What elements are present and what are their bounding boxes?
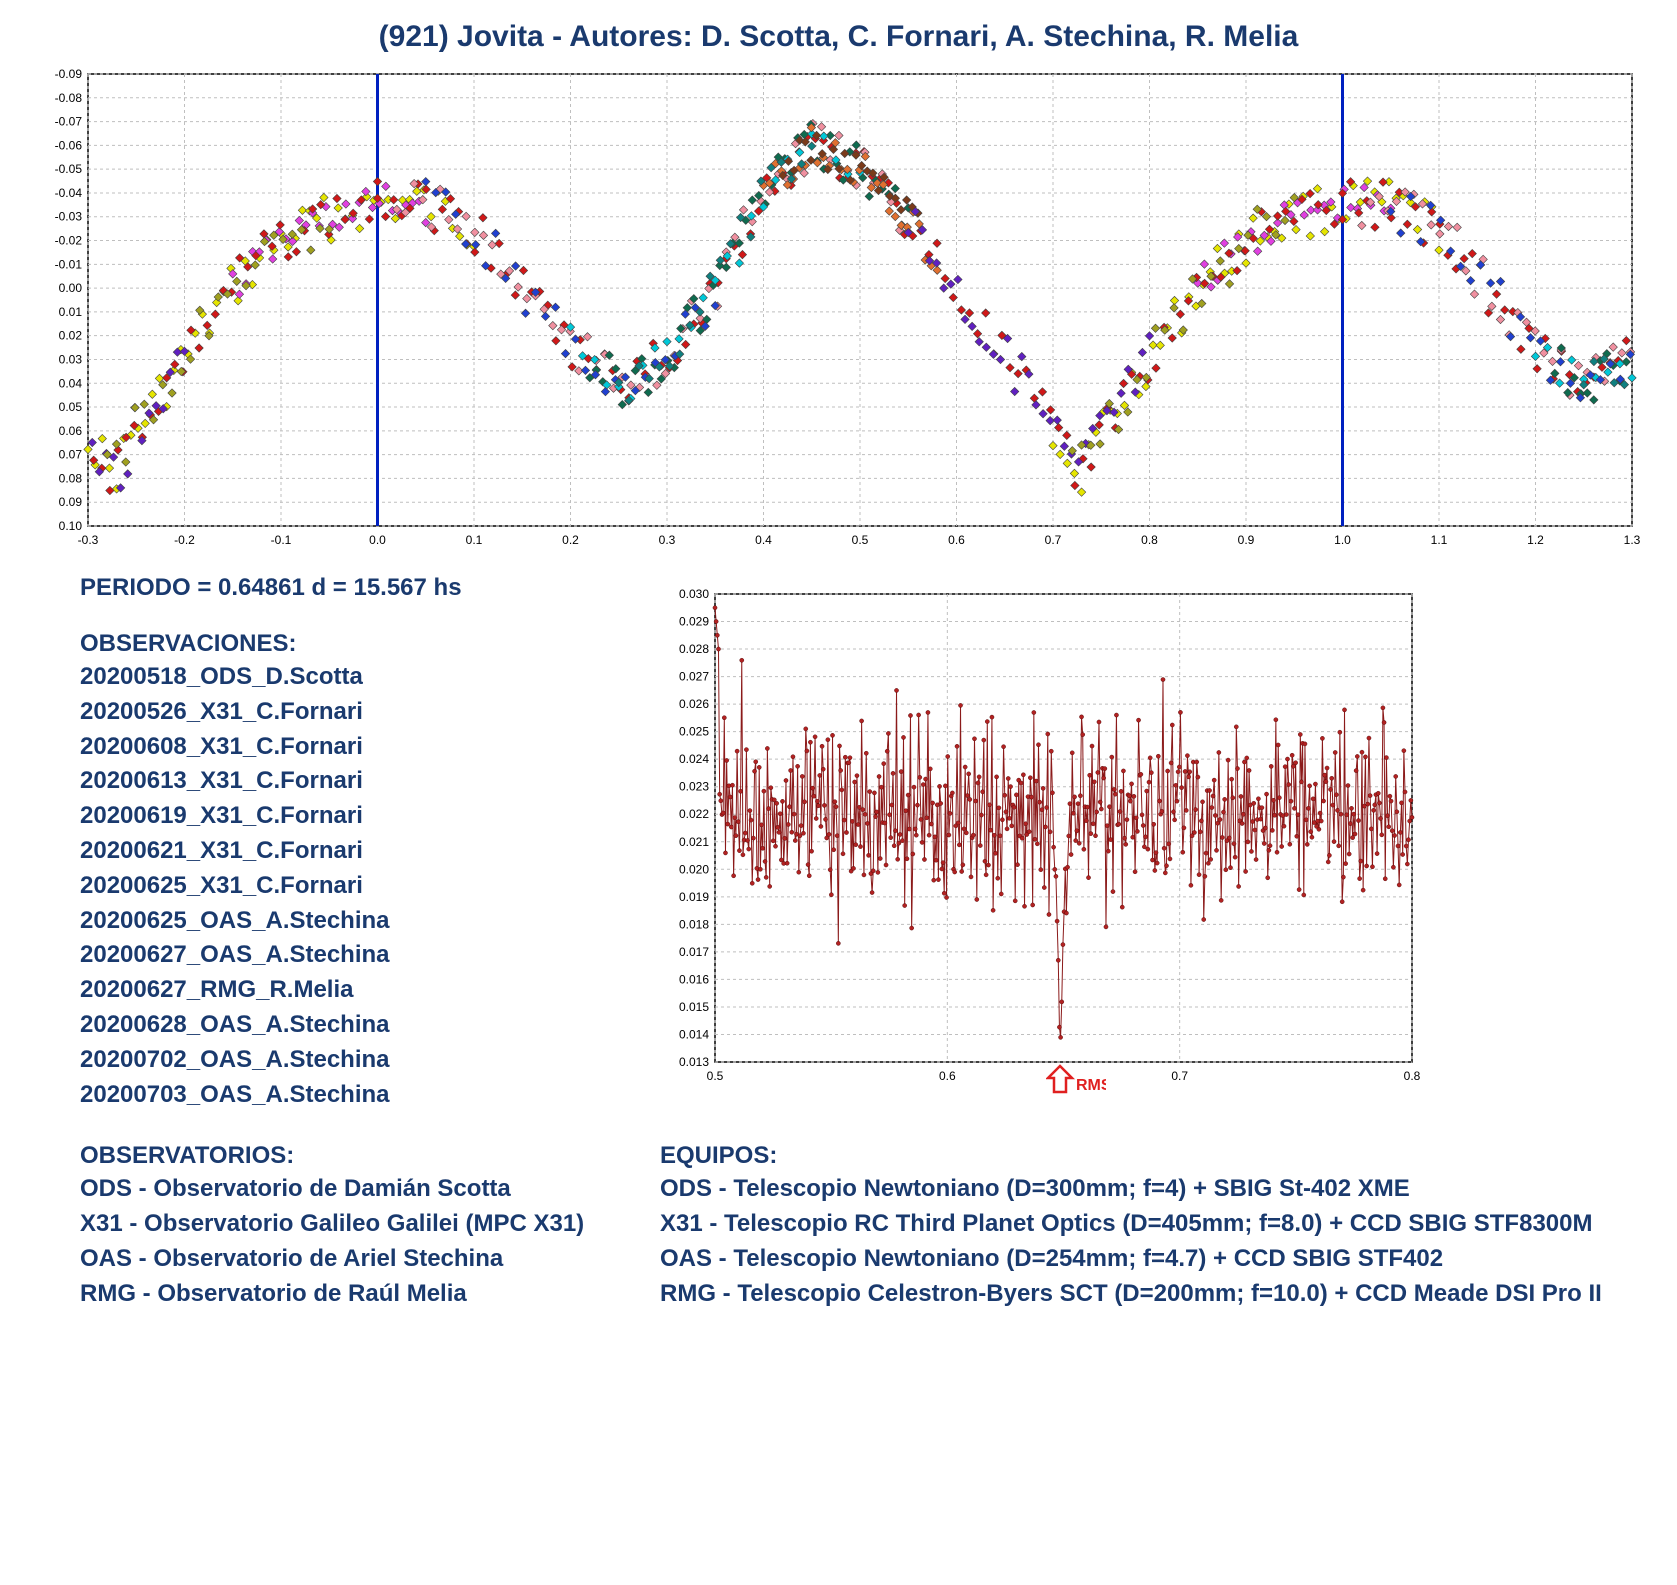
page-title: (921) Jovita - Autores: D. Scotta, C. Fo… (30, 20, 1647, 54)
svg-text:0.015: 0.015 (679, 1000, 709, 1014)
svg-text:0.024: 0.024 (679, 752, 709, 766)
periodo-text: PERIODO = 0.64861 d = 15.567 hs (80, 574, 630, 602)
svg-text:-0.09: -0.09 (55, 67, 83, 81)
svg-text:0.021: 0.021 (679, 835, 709, 849)
observatorio-item: X31 - Observatorio Galileo Galilei (MPC … (80, 1207, 630, 1242)
svg-text:0.014: 0.014 (679, 1027, 709, 1041)
svg-text:0.018: 0.018 (679, 917, 709, 931)
rms-arrow-label: RMS (1046, 1064, 1106, 1103)
main-lightcurve-chart: -0.3 -0.2 -0.1 0.0 0.1 0.2 0.3 0.4 0.5 0.6 0.7 0.8 0… (40, 66, 1647, 556)
svg-text:0.6: 0.6 (939, 1069, 956, 1083)
svg-text:0.022: 0.022 (679, 807, 709, 821)
svg-text:0.04: 0.04 (59, 376, 83, 390)
svg-text:0.02: 0.02 (59, 329, 83, 343)
svg-text:0.9: 0.9 (1238, 533, 1255, 547)
observacion-item: 20200703_OAS_A.Stechina (80, 1078, 630, 1113)
svg-text:0.2: 0.2 (562, 533, 579, 547)
svg-text:-0.04: -0.04 (55, 186, 83, 200)
svg-text:-0.02: -0.02 (55, 234, 83, 248)
observatorios-heading: OBSERVATORIOS: (80, 1142, 630, 1170)
svg-text:1.0: 1.0 (1334, 533, 1351, 547)
svg-text:0.017: 0.017 (679, 945, 709, 959)
svg-text:-0.3: -0.3 (78, 533, 99, 547)
svg-text:0.030: 0.030 (679, 587, 709, 601)
observacion-item: 20200608_X31_C.Fornari (80, 730, 630, 765)
svg-text:-0.06: -0.06 (55, 138, 83, 152)
svg-text:0.1: 0.1 (466, 533, 483, 547)
equipo-item: X31 - Telescopio RC Third Planet Optics … (660, 1207, 1647, 1242)
svg-text:0.019: 0.019 (679, 890, 709, 904)
svg-text:0.00: 0.00 (59, 281, 83, 295)
svg-text:RMS: RMS (1076, 1077, 1106, 1094)
svg-text:0.6: 0.6 (948, 533, 965, 547)
equipo-item: OAS - Telescopio Newtoniano (D=254mm; f=… (660, 1242, 1647, 1277)
observacion-item: 20200621_X31_C.Fornari (80, 834, 630, 869)
svg-text:-0.1: -0.1 (271, 533, 292, 547)
equipo-item: RMG - Telescopio Celestron-Byers SCT (D=… (660, 1277, 1647, 1312)
observaciones-list: 20200518_ODS_D.Scotta20200526_X31_C.Forn… (80, 660, 630, 1112)
svg-text:0.028: 0.028 (679, 642, 709, 656)
observatorio-item: ODS - Observatorio de Damián Scotta (80, 1172, 630, 1207)
svg-text:-0.05: -0.05 (55, 162, 83, 176)
svg-text:-0.03: -0.03 (55, 210, 83, 224)
svg-text:0.023: 0.023 (679, 780, 709, 794)
svg-text:0.10: 0.10 (59, 519, 83, 533)
observacion-item: 20200518_ODS_D.Scotta (80, 660, 630, 695)
svg-text:0.3: 0.3 (659, 533, 676, 547)
svg-text:0.4: 0.4 (755, 533, 772, 547)
svg-text:0.7: 0.7 (1045, 533, 1062, 547)
svg-text:0.01: 0.01 (59, 305, 83, 319)
svg-text:-0.08: -0.08 (55, 91, 83, 105)
svg-text:0.025: 0.025 (679, 725, 709, 739)
observacion-item: 20200613_X31_C.Fornari (80, 764, 630, 799)
svg-text:0.05: 0.05 (59, 400, 83, 414)
svg-text:0.8: 0.8 (1404, 1069, 1420, 1083)
equipo-item: ODS - Telescopio Newtoniano (D=300mm; f=… (660, 1172, 1647, 1207)
observacion-item: 20200628_OAS_A.Stechina (80, 1008, 630, 1043)
observacion-item: 20200526_X31_C.Fornari (80, 695, 630, 730)
svg-text:0.09: 0.09 (59, 495, 83, 509)
svg-text:0.03: 0.03 (59, 352, 83, 366)
svg-text:0.029: 0.029 (679, 615, 709, 629)
observacion-item: 20200702_OAS_A.Stechina (80, 1043, 630, 1078)
observacion-item: 20200625_X31_C.Fornari (80, 869, 630, 904)
svg-text:0.026: 0.026 (679, 697, 709, 711)
observaciones-heading: OBSERVACIONES: (80, 630, 630, 658)
svg-text:0.7: 0.7 (1171, 1069, 1188, 1083)
svg-text:0.07: 0.07 (59, 448, 83, 462)
svg-text:0.5: 0.5 (852, 533, 869, 547)
svg-text:0.06: 0.06 (59, 424, 83, 438)
svg-text:0.08: 0.08 (59, 471, 83, 485)
svg-text:0.8: 0.8 (1141, 533, 1158, 547)
observacion-item: 20200619_X31_C.Fornari (80, 799, 630, 834)
observatorios-list: ODS - Observatorio de Damián ScottaX31 -… (80, 1172, 630, 1311)
svg-text:0.020: 0.020 (679, 862, 709, 876)
svg-text:0.027: 0.027 (679, 670, 709, 684)
equipos-list: ODS - Telescopio Newtoniano (D=300mm; f=… (660, 1172, 1647, 1311)
rms-periodogram-chart: 0.5 0.6 0.7 0.8 0.013 0.014 0.015 0.016 0.017 0.0… (660, 584, 1647, 1099)
svg-text:1.1: 1.1 (1431, 533, 1448, 547)
observacion-item: 20200627_OAS_A.Stechina (80, 938, 630, 973)
svg-text:-0.01: -0.01 (55, 257, 83, 271)
svg-text:-0.07: -0.07 (55, 115, 83, 129)
svg-text:1.3: 1.3 (1624, 533, 1640, 547)
svg-text:0.016: 0.016 (679, 972, 709, 986)
svg-text:1.2: 1.2 (1527, 533, 1544, 547)
svg-text:-0.2: -0.2 (174, 533, 195, 547)
equipos-heading: EQUIPOS: (660, 1142, 1647, 1170)
observacion-item: 20200625_OAS_A.Stechina (80, 904, 630, 939)
svg-text:0.5: 0.5 (707, 1069, 724, 1083)
svg-text:0.013: 0.013 (679, 1055, 709, 1069)
observatorio-item: OAS - Observatorio de Ariel Stechina (80, 1242, 630, 1277)
observatorio-item: RMG - Observatorio de Raúl Melia (80, 1277, 630, 1312)
observacion-item: 20200627_RMG_R.Melia (80, 973, 630, 1008)
svg-text:0.0: 0.0 (369, 533, 386, 547)
